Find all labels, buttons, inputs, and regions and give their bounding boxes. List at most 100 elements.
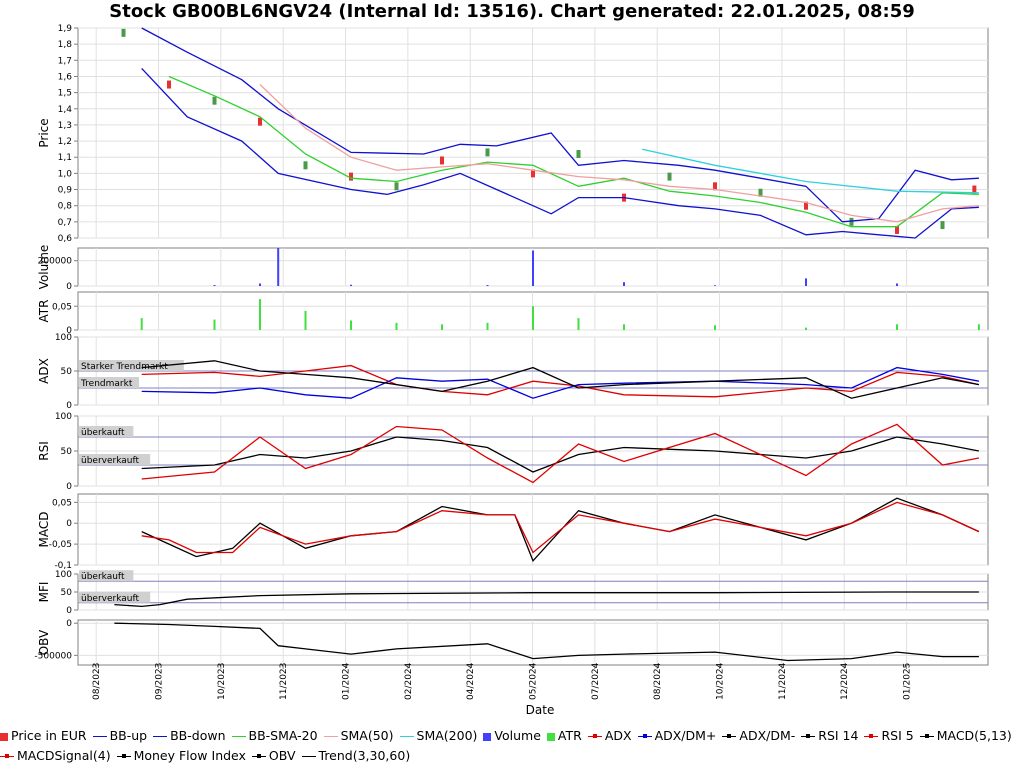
- obv-ylabel: OBV: [37, 629, 51, 655]
- price-ytick-label: 1,6: [58, 72, 73, 82]
- legend-label: BB-up: [109, 728, 148, 743]
- price-candle: [394, 182, 399, 191]
- legend-label: RSI 14: [818, 728, 859, 743]
- rsi-5-line: [141, 423, 980, 484]
- legend-swatch: [801, 734, 816, 738]
- legend-swatch: [251, 754, 266, 758]
- rsi-ref-label: überkauft: [81, 428, 125, 438]
- rsi-14-line: [141, 436, 980, 473]
- price-ytick-label: 0,6: [58, 234, 73, 244]
- price-ytick-label: 1,0: [58, 169, 73, 179]
- x-tick-label: 08/2024: [653, 662, 663, 700]
- legend-swatch: [546, 732, 555, 741]
- macd-ytick-label: -0,05: [49, 540, 72, 550]
- legend-label: ADX/DM+: [654, 728, 717, 743]
- price-ytick-label: 0,8: [58, 202, 73, 212]
- legend-item: ADX: [587, 726, 632, 746]
- x-tick-label: 01/2024: [342, 662, 352, 700]
- atr-bar: [259, 299, 261, 330]
- legend-label: ADX: [604, 728, 632, 743]
- legend-item: Trend(3,30,60): [301, 746, 411, 766]
- volume-bar: [623, 282, 625, 286]
- obv-ytick-label: -500000: [34, 651, 72, 661]
- bb-sma-20-line: [168, 75, 979, 228]
- price-candle: [713, 182, 717, 191]
- legend-label: ADX/DM-: [739, 728, 796, 743]
- atr-bar: [805, 327, 807, 330]
- rsi-ytick-label: 50: [61, 447, 73, 457]
- legend-swatch: [231, 736, 246, 737]
- chart-svg: 0,6 0,7 0,8 0,9 1,0 1,1 1,2 1,3 1,4 1,5 1,6 1,7 1,8 1…: [34, 24, 989, 700]
- macd-5-13-line: [141, 497, 980, 563]
- price-ylabel: Price: [37, 118, 51, 147]
- legend-label: Trend(3,30,60): [318, 748, 411, 763]
- legend-label: SMA(200): [416, 728, 478, 743]
- macd-ytick-label: 0: [66, 519, 72, 529]
- x-tick-label: 07/2024: [591, 662, 601, 700]
- atr-bar: [896, 324, 898, 330]
- mfi-ytick-label: 50: [61, 588, 73, 598]
- price-candle: [940, 221, 945, 230]
- price-candle: [485, 148, 490, 157]
- volume-bar: [277, 248, 280, 286]
- price-candle: [349, 172, 353, 181]
- legend-label: ATR: [557, 728, 582, 743]
- rsi-ref-label-bg: [79, 426, 134, 437]
- adx-ytick-label: 0: [66, 401, 72, 411]
- adx-ytick-label: 100: [55, 333, 72, 343]
- price-ytick-label: 1,1: [58, 153, 72, 163]
- atr-bar: [977, 324, 980, 330]
- volume-bar: [532, 250, 534, 286]
- rsi-ref-label-bg: [79, 454, 151, 465]
- legend-item: Price in EUR: [0, 726, 87, 746]
- legend-swatch: [301, 756, 316, 757]
- atr-bar: [395, 322, 398, 330]
- legend-item: RSI 14: [801, 726, 858, 746]
- price-candle: [531, 169, 535, 178]
- price-candle: [895, 225, 899, 234]
- x-tick-label: 10/2023: [217, 663, 227, 700]
- volume-ylabel: Volume: [37, 245, 51, 290]
- adx-ref-label-bg: [79, 360, 184, 371]
- legend-label: RSI 5: [881, 728, 914, 743]
- atr-bar: [486, 322, 489, 330]
- mfi-ytick-label: 0: [66, 606, 72, 616]
- legend-swatch: [637, 734, 652, 738]
- price-ytick-label: 1,4: [58, 105, 73, 115]
- legend-item: BB-down: [153, 726, 226, 746]
- adx-ref-label: Starker Trendmarkt: [81, 362, 168, 372]
- price-candle: [303, 161, 308, 170]
- legend-label: BB-down: [170, 728, 226, 743]
- atr-bar: [441, 324, 443, 330]
- price-ytick-label: 1,2: [58, 137, 72, 147]
- mfi-ref-label: überverkauft: [81, 594, 140, 604]
- legend-label: OBV: [268, 748, 296, 763]
- legend-item: OBV: [251, 746, 296, 766]
- price-ytick-label: 1,9: [58, 24, 73, 34]
- obv-line: [114, 622, 979, 662]
- volume-bar: [805, 278, 807, 286]
- x-tick-label: 08/2023: [92, 663, 102, 700]
- macd-ylabel: MACD: [37, 512, 51, 548]
- price-ytick-label: 0,7: [58, 218, 72, 228]
- atr-bar: [577, 318, 580, 330]
- atr-bar: [304, 311, 307, 330]
- legend-item: ADX/DM+: [637, 726, 717, 746]
- adx-ylabel: ADX: [37, 358, 51, 384]
- rsi-ytick-label: 100: [55, 412, 72, 422]
- legend-swatch: [92, 736, 107, 737]
- bb-up-line: [141, 27, 979, 223]
- atr-ylabel: ATR: [37, 300, 51, 323]
- atr-ytick-label: 0: [66, 326, 72, 336]
- mfi-ref-label-bg: [79, 570, 134, 582]
- adx-ref-label: Trendmarkt: [80, 379, 133, 389]
- price-ytick-label: 1,5: [58, 89, 72, 99]
- legend-swatch: [399, 736, 414, 737]
- legend-label: BB-SMA-20: [248, 728, 318, 743]
- atr-bar: [350, 320, 352, 330]
- legend-label: Price in EUR: [11, 728, 87, 743]
- legend-item: MACDSignal(4): [0, 746, 111, 766]
- price-ytick-label: 1,8: [58, 40, 73, 50]
- price-candle: [258, 117, 262, 126]
- price-candle: [972, 185, 977, 194]
